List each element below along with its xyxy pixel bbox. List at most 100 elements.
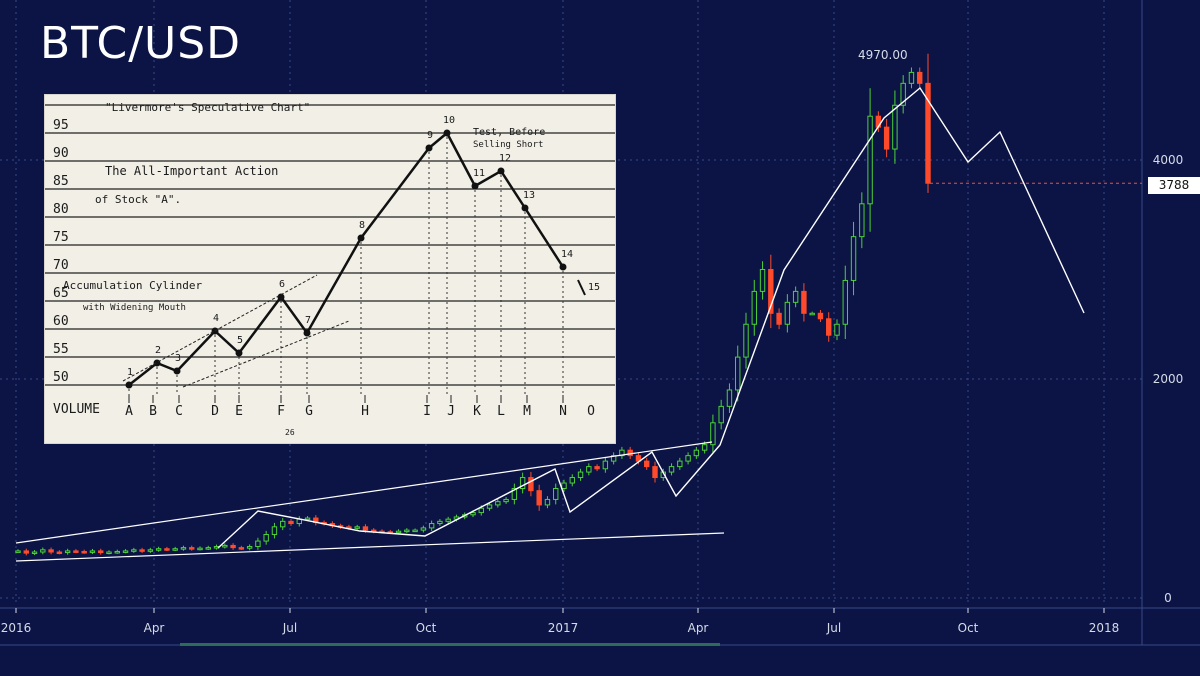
inset-point-number: 11 [473,168,485,179]
inset-x-letter: L [497,404,505,419]
x-tick-label: 2017 [548,621,579,635]
y-tick-label: 0 [1164,591,1172,605]
inset-point-number: 13 [523,190,535,201]
inset-price-level: 95 [53,118,69,133]
candle-up [701,444,708,451]
candle-down [776,312,782,325]
inset-page-number: 26 [285,428,295,437]
candle-up [437,520,443,525]
candle-up [131,549,137,552]
inset-subtitle-2: of Stock "A". [95,193,181,206]
candle-up [486,504,493,509]
candle-up [222,544,228,548]
candle-down [48,549,54,553]
candle-down [230,544,236,549]
candle-down [238,547,245,550]
candle-up [495,501,501,506]
candle-up [205,547,211,550]
x-tick-label: 2016 [1,621,32,635]
inset-point-number: 6 [279,279,285,290]
inset-point [443,129,451,137]
inset-x-letter: D [211,404,219,419]
candle-up [751,290,757,325]
inset-x-letter: C [175,404,183,419]
inset-x-letter: H [361,404,369,419]
inset-point [471,182,479,190]
inset-label-4: Selling Short [473,140,543,150]
lower-trendline [15,532,725,562]
inset-price-level: 50 [53,370,69,385]
inset-point [357,234,365,242]
inset-point-number: 3 [175,353,181,364]
inset-title: "Livermore's Speculative Chart" [105,101,310,114]
candle-up [354,526,360,529]
inset-x-letter: J [447,404,455,419]
inset-price-level: 65 [53,286,69,301]
candle-up [172,548,178,551]
projection-path [217,86,1085,549]
candle-up [404,529,410,533]
chart-title: BTC/USD [40,18,242,69]
x-tick-label: Jul [826,621,841,635]
candle-up [602,460,609,470]
inset-point-number: 14 [561,249,573,260]
candle-up [668,466,675,473]
inset-price-level: 60 [53,314,69,329]
candle-up [180,547,187,550]
candle-down [594,466,600,470]
candle-up [263,533,269,542]
candle-up [759,269,766,292]
inset-point [235,349,243,357]
candle-up [850,236,857,281]
candle-up [445,518,451,522]
candle-up [842,279,848,325]
candle-up [908,71,915,84]
inset-point [277,293,285,301]
inset-x-letter: I [423,404,431,419]
inset-x-letter: B [149,404,157,419]
candle-up [792,290,799,303]
candle-up [197,547,203,551]
candle-down [817,312,824,320]
candle-up [809,312,815,316]
candle-down [917,71,923,84]
inset-point-number: 5 [237,335,243,346]
candle-up [114,550,120,554]
inset-point-number: 12 [499,153,511,164]
candle-up [478,507,484,514]
candle-down [652,466,658,479]
y-tick-label: 4000 [1153,153,1184,167]
candle-down [536,490,542,506]
inset-price-path [128,131,565,386]
candle-down [164,548,170,551]
candle-up [677,460,683,468]
candle-up [155,548,162,551]
candle-up [519,477,526,489]
candle-up [693,449,700,457]
inset-price-level: 55 [53,342,69,357]
peak-price-label: 4970.00 [858,48,908,62]
candle-down [81,550,87,554]
inset-channel-lower [182,320,350,388]
candle-up [395,530,402,534]
candle-up [412,529,418,533]
x-tick-label: Jul [282,621,297,635]
candle-up [610,455,617,462]
candle-up [569,477,575,484]
candle-up [900,82,906,106]
candle-up [561,482,567,489]
candle-up [710,422,716,446]
inset-subtitle-1: The All-Important Action [105,164,278,178]
candle-up [544,498,551,506]
candle-up [304,517,311,521]
inset-x-letter: K [473,404,481,419]
inset-x-letter: M [523,404,531,419]
inset-price-level: 80 [53,202,69,217]
candle-up [586,466,592,473]
inset-point [521,204,529,212]
candle-down [883,126,890,150]
candle-up [122,550,129,553]
inset-point-number: 7 [305,315,311,326]
